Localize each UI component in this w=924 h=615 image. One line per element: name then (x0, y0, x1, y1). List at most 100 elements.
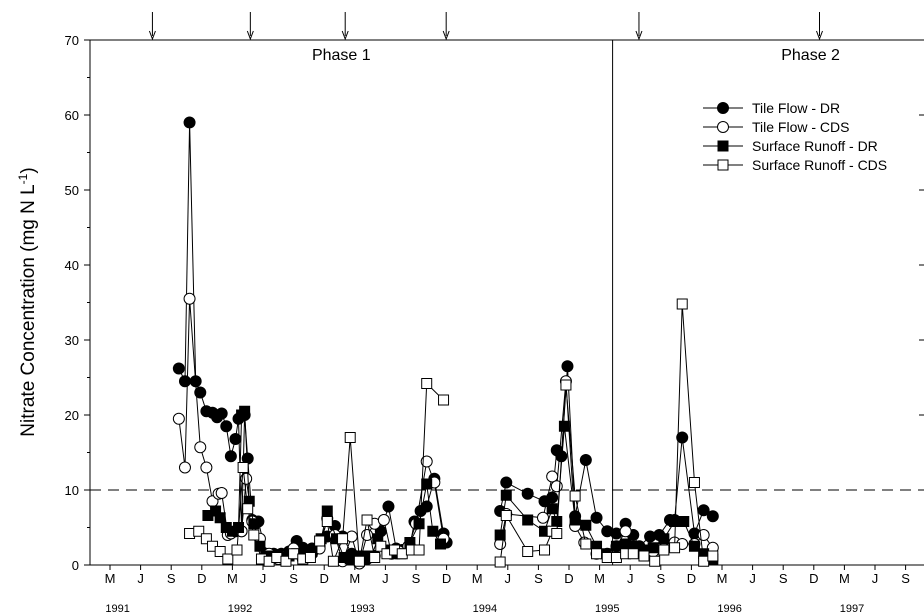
data-point (610, 540, 622, 552)
data-point (327, 555, 339, 567)
data-point (237, 462, 249, 473)
data-point (224, 450, 237, 463)
data-point (688, 477, 700, 488)
data-point (222, 553, 234, 565)
data-point (676, 431, 689, 444)
y-tick-label: 70 (65, 33, 79, 48)
data-point (494, 529, 506, 541)
x-tick-label: J (627, 571, 634, 586)
data-point (601, 552, 613, 563)
data-point (421, 378, 433, 389)
legend: Tile Flow - DR Tile Flow - CDS Surface Run… (703, 100, 887, 173)
x-tick-label: M (472, 571, 483, 586)
data-point (522, 514, 534, 526)
data-point (183, 292, 196, 305)
x-tick-label: S (289, 571, 298, 586)
year-label: 1997 (840, 603, 864, 615)
axis-layer: 0 10 20 30 40 50 60 70 M J S D M J S D M J S D M J S D M J S D M J S D M… (65, 12, 924, 615)
data-point (707, 550, 719, 562)
data-point (500, 489, 512, 501)
x-tick-label: M (105, 571, 116, 586)
data-point (214, 512, 226, 524)
y-tick-label: 10 (65, 483, 79, 498)
year-label: 1993 (350, 603, 374, 615)
data-point (610, 552, 622, 563)
data-point (271, 552, 283, 563)
x-tick-label: M (349, 571, 360, 586)
data-point (421, 478, 433, 490)
y-tick-label: 0 (72, 558, 79, 573)
data-point (248, 529, 260, 541)
event-arrow-head (246, 30, 254, 41)
data-point (551, 516, 563, 527)
data-point (427, 525, 439, 537)
y-axis-title-close: ) (18, 167, 39, 173)
data-point (178, 461, 191, 474)
data-point (240, 472, 253, 485)
data-point (172, 362, 185, 375)
phase-label: Phase 1 (312, 47, 371, 64)
data-point (546, 503, 558, 515)
data-point (676, 298, 688, 310)
data-point (627, 548, 639, 560)
data-point (591, 548, 603, 560)
x-tick-label: J (260, 571, 267, 586)
data-point (254, 540, 266, 552)
series-tile-flow-dr (172, 116, 719, 568)
data-point (344, 432, 356, 443)
data-point (500, 510, 512, 521)
data-point (377, 514, 390, 526)
data-point (194, 441, 207, 454)
x-tick-label: J (749, 571, 756, 586)
data-point (434, 538, 446, 550)
phase-label: Phase 2 (781, 47, 840, 64)
data-point (638, 550, 650, 562)
y-tick-label: 40 (65, 258, 79, 273)
data-point (353, 555, 365, 567)
data-point (669, 516, 681, 527)
x-tick-label: M (594, 571, 605, 586)
x-tick-label: J (505, 571, 512, 586)
data-point (314, 535, 326, 547)
year-label: 1994 (473, 603, 497, 615)
data-point (242, 503, 254, 515)
year-label: 1996 (717, 603, 741, 615)
data-point (521, 487, 534, 500)
data-point (539, 544, 551, 556)
x-tick-label: M (227, 571, 238, 586)
data-point (172, 412, 185, 425)
data-point (321, 516, 333, 527)
event-arrow-head (148, 30, 156, 41)
data-point (420, 455, 433, 468)
data-point (200, 533, 212, 545)
data-point (558, 420, 570, 432)
data-point (569, 514, 581, 526)
y-tick-label: 20 (65, 408, 79, 423)
data-point (717, 102, 729, 114)
data-point (561, 360, 574, 373)
data-point (494, 556, 506, 568)
x-tick-label: S (901, 571, 910, 586)
data-point (560, 379, 572, 391)
data-point (658, 544, 670, 556)
series-surface-runoff-dr (202, 405, 719, 565)
x-tick-label: D (564, 571, 573, 586)
year-label: 1995 (595, 603, 619, 615)
data-point (280, 555, 292, 567)
data-point (546, 470, 559, 483)
x-tick-label: D (320, 571, 329, 586)
x-tick-label: J (382, 571, 389, 586)
data-point (183, 116, 196, 129)
year-label: 1991 (105, 603, 129, 615)
event-arrow-head (341, 30, 349, 41)
data-point (717, 140, 729, 152)
data-point (580, 538, 592, 550)
data-point (669, 542, 681, 554)
data-point (337, 533, 349, 545)
legend-label: Surface Runoff - DR (752, 138, 878, 154)
data-point (369, 552, 381, 563)
data-point (413, 544, 425, 556)
x-tick-label: S (656, 571, 665, 586)
data-point (706, 510, 719, 523)
